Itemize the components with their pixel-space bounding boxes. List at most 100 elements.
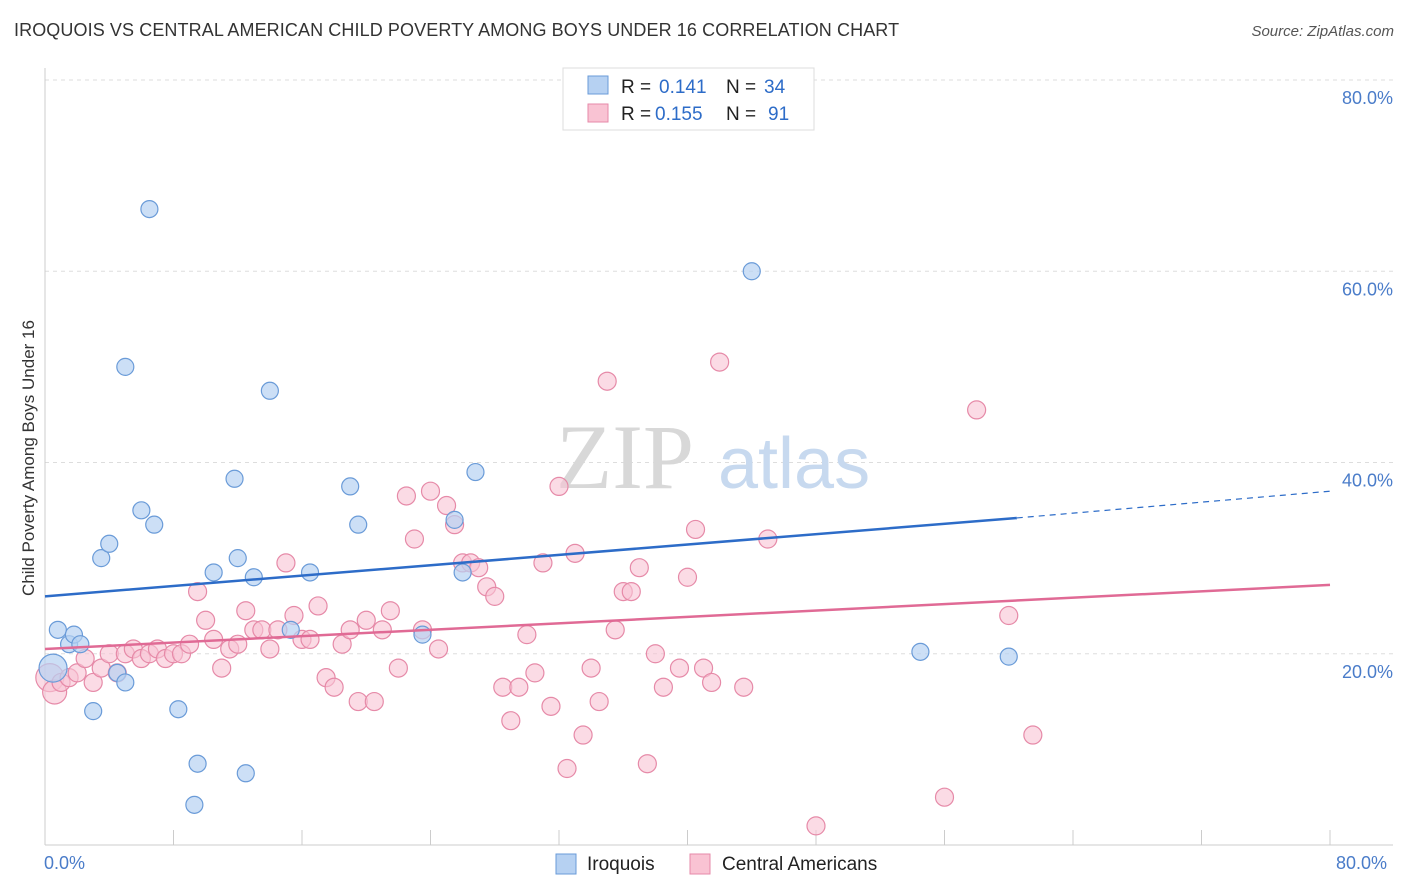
central-americans-point [685,519,706,540]
central-americans-point [396,486,417,506]
central-americans-point [252,620,272,640]
source-label: Source: ZipAtlas.com [1251,23,1394,40]
central-americans-point [348,691,368,712]
stats-legend: R = 0.141 N = 34 R = 0.155 N = 91 [562,67,815,131]
central-americans-point [493,677,513,697]
iroquois-point [204,563,223,582]
central-americans-point [485,586,505,606]
iroquois-point [466,462,485,482]
central-americans-point [693,658,714,678]
iroquois-point [100,534,119,553]
central-americans-point [701,672,722,693]
iroquois-point [169,700,188,719]
y-tick-label-20: 20.0% [1342,662,1393,682]
central-americans-point [196,610,216,630]
legend-r-value-1: 0.141 [659,77,707,98]
y-tick-label-60: 60.0% [1342,279,1393,299]
y-tick-label-80: 80.0% [1342,88,1393,108]
iroquois-point [92,549,111,568]
central-americans-point [428,639,449,659]
legend-n-value-2: 91 [768,104,789,125]
central-americans-point [236,601,256,621]
iroquois-point [911,642,930,661]
legend-n-label-2: N = [726,104,756,125]
watermark-zip: ZIP [556,406,694,508]
iroquois-point [185,795,204,814]
bottom-legend-central: Central Americans [722,854,877,875]
central-americans-point [589,691,609,712]
watermark-atlas: atlas [718,424,870,504]
central-americans-point [300,629,320,650]
iroquois-points [38,199,1018,814]
iroquois-point [84,702,103,721]
central-americans-point [364,691,384,712]
x-tick-marks [173,830,1331,845]
central-americans-point [187,581,208,602]
central-americans-point [533,553,553,573]
legend-r-label-1: R = [621,77,651,98]
central-americans-point [212,658,232,678]
central-americans-point [629,558,649,578]
iroquois-point [116,357,135,376]
x-max-label: 80.0% [1336,853,1387,873]
iroquois-point [453,563,472,582]
iroquois-point [281,620,300,639]
axes [44,68,1393,846]
central-americans-point [621,581,641,602]
central-americans-point [404,529,425,549]
central-americans-point [276,553,296,573]
x-min-label: 0.0% [44,853,85,873]
iroquois-point [349,515,368,534]
iroquois-point [145,515,164,534]
trend-lines [44,490,1331,651]
central-americans-point [605,620,625,640]
iroquois-legend-swatch [587,75,609,95]
central-americans-point [324,677,344,697]
central-americans-point [710,352,730,372]
central-americans-point [677,567,698,587]
central-americans-point [420,481,441,501]
central-americans-point [573,725,593,745]
central-americans-point [653,677,674,697]
central-legend-swatch [587,103,609,123]
central-americans-point [388,658,408,678]
bottom-legend: Iroquois Central Americans [555,853,877,875]
central-americans-point [509,677,529,697]
central-americans-point [967,400,987,420]
central-americans-point [734,677,754,697]
legend-r-label-2: R = [621,104,651,125]
iroquois-point [999,647,1018,666]
central-americans-point [501,711,521,731]
central-americans-point [380,601,400,621]
central-americans-point [67,663,87,683]
central-americans-point [669,658,690,678]
central-americans-point [549,476,569,497]
iroquois-point [300,563,320,582]
iroquois-point [116,673,135,692]
iroquois-trend-line [44,516,1017,598]
iroquois-trend-extension [1016,490,1331,519]
chart-title: IROQUOIS VS CENTRAL AMERICAN CHILD POVER… [14,20,900,40]
central-americans-point [541,696,561,716]
bottom-legend-iroquois-swatch [555,853,577,875]
central-americans-point [525,663,545,683]
iroquois-point [445,510,464,529]
iroquois-point [260,381,279,400]
y-tick-labels: 20.0% 40.0% 60.0% 80.0% [1342,88,1393,682]
watermark: ZIP atlas [556,406,870,508]
iroquois-point [244,568,263,587]
central-americans-point [99,644,119,664]
iroquois-point [71,635,90,654]
central-americans-point [581,658,601,678]
iroquois-point [38,653,68,683]
iroquois-point [48,620,67,639]
central-americans-point [806,816,826,836]
iroquois-point [225,469,244,488]
central-americans-point [179,634,200,654]
iroquois-point [228,549,247,568]
central-americans-point [934,787,955,807]
legend-n-value-1: 34 [764,77,786,98]
central-americans-point [372,620,392,640]
iroquois-point [236,764,255,783]
